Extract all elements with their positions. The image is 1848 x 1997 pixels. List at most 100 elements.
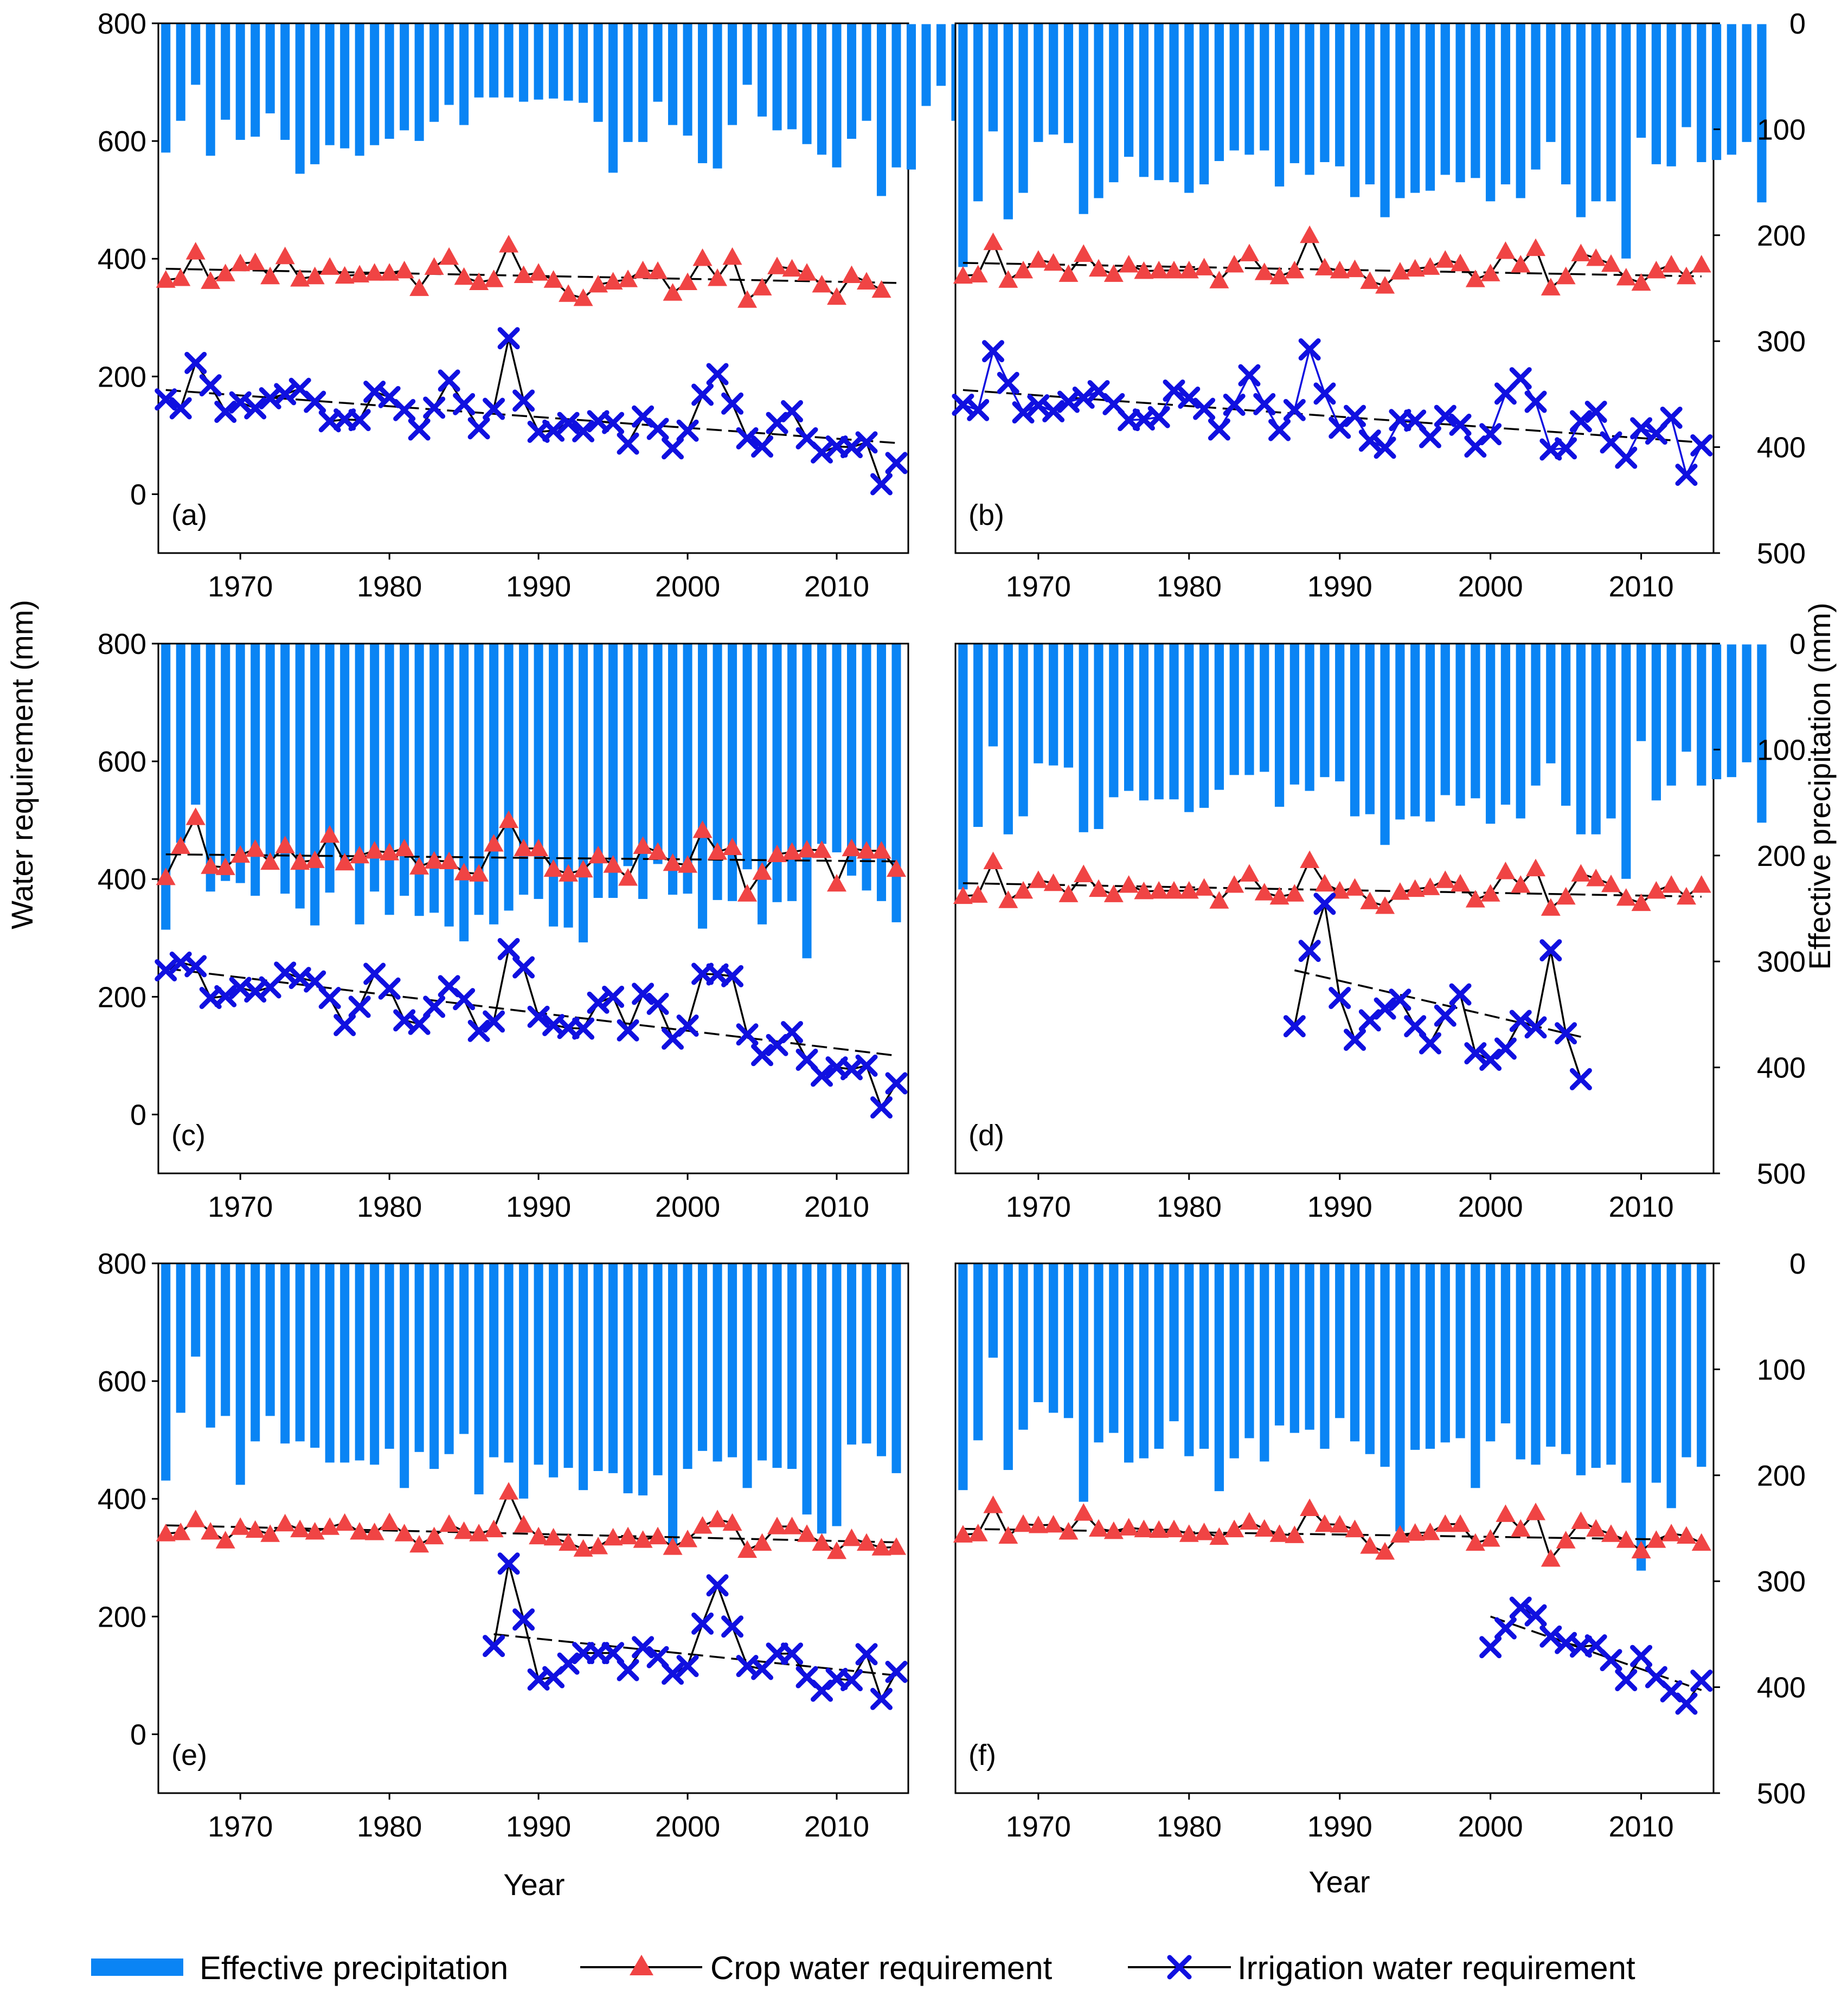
precip-bar	[1455, 644, 1465, 806]
precip-bar	[280, 644, 290, 894]
cwr-point	[1209, 1527, 1229, 1545]
cwr-point	[1420, 257, 1440, 275]
iwr-point	[1163, 379, 1185, 402]
precip-bar	[1621, 644, 1631, 879]
precip-bar	[1516, 644, 1525, 819]
iwr-point	[1434, 404, 1456, 427]
precip-bar	[1229, 644, 1239, 775]
cwr-point	[335, 1513, 355, 1531]
iwr-point	[1404, 1015, 1427, 1038]
iwr-point	[184, 351, 207, 374]
cwr-markers	[953, 850, 1711, 916]
cwr-point	[1119, 875, 1139, 893]
x-tick-label: 1970	[1006, 1191, 1071, 1223]
iwr-point-stroke-b	[1344, 1029, 1366, 1051]
precip-bar	[1576, 644, 1586, 834]
precip-bar	[1576, 1264, 1586, 1475]
iwr-point	[1313, 892, 1336, 915]
iwr-point-stroke-b	[378, 977, 401, 1000]
panel-d: (d) 1970 1980 1990 2000 2010 0 100 200 300 400 500	[953, 628, 1806, 1223]
iwr-point	[1313, 382, 1336, 405]
iwr-point	[1494, 1037, 1517, 1060]
precip-bar	[355, 1264, 364, 1461]
cwr-point	[1676, 266, 1696, 285]
cwr-point	[1556, 887, 1576, 905]
iwr-point-stroke-b	[304, 970, 326, 993]
precip-bar	[340, 644, 350, 864]
precip-bar	[1289, 24, 1299, 163]
cwr-markers	[953, 1495, 1711, 1567]
iwr-point	[1268, 419, 1291, 441]
precip-bar	[1350, 24, 1360, 197]
cwr-point	[305, 1522, 325, 1540]
iwr-point-stroke-b	[1494, 1037, 1517, 1060]
iwr-point	[751, 435, 774, 458]
precip-bar	[728, 24, 737, 125]
x-axis-title-right: Year	[1308, 1865, 1370, 1899]
x-tick-label: 2010	[804, 1191, 869, 1223]
precip-bar	[1034, 1264, 1043, 1402]
iwr-point	[855, 1643, 878, 1666]
right-axis: 0 100 200 300 400 500	[1714, 628, 1806, 1190]
precip-bar	[1486, 24, 1496, 202]
cwr-point	[1646, 260, 1666, 279]
iwr-point-stroke-b	[632, 1636, 655, 1659]
iwr-point	[483, 1635, 505, 1658]
iwr-markers	[1283, 892, 1592, 1090]
iwr-point-stroke-b	[602, 985, 625, 1008]
precip-bar	[787, 1264, 797, 1469]
cwr-point	[305, 850, 325, 868]
x-axis: 1970 1980 1990 2000 2010	[208, 1173, 869, 1223]
iwr-point-stroke-b	[483, 1010, 505, 1033]
precip-bar	[1395, 644, 1405, 820]
iwr-point-stroke-b	[1555, 1022, 1577, 1045]
iwr-point-stroke-b	[981, 340, 1004, 363]
cwr-point	[245, 1520, 265, 1538]
precip-bar	[355, 24, 364, 156]
precip-bar	[1682, 24, 1691, 127]
cwr-point	[1300, 1498, 1320, 1516]
precip-bar	[623, 644, 633, 866]
precip-bar	[1320, 24, 1330, 162]
iwr-point-stroke-b	[1298, 338, 1321, 361]
y2-tick-label: 300	[1757, 946, 1806, 978]
iwr-point-stroke-b	[1539, 939, 1562, 962]
y-tick-label: 800	[98, 1248, 146, 1280]
precip-bar	[1199, 644, 1209, 808]
iwr-point-stroke-b	[1660, 1680, 1683, 1703]
cwr-point	[1405, 259, 1425, 277]
cwr-point	[1435, 1514, 1455, 1532]
iwr-point-stroke-b	[1630, 1645, 1653, 1667]
iwr-point-stroke-b	[646, 418, 669, 440]
precip-bar	[1229, 1264, 1239, 1459]
iwr-point-stroke-b	[885, 1660, 908, 1683]
precip-bar	[1471, 1264, 1480, 1488]
iwr-point	[1042, 400, 1065, 422]
y2-tick-label: 200	[1757, 220, 1806, 252]
cwr-point	[1179, 881, 1199, 899]
legend-iwr-cross-stroke-b	[1167, 1955, 1192, 1980]
x-tick-label: 1970	[208, 1191, 273, 1223]
precip-bar	[519, 644, 529, 895]
iwr-point-stroke-b	[885, 1072, 908, 1095]
precip-bar	[235, 644, 245, 883]
precip-bar	[400, 1264, 409, 1488]
precip-bar	[698, 24, 708, 163]
precip-bar	[1034, 24, 1043, 142]
x-tick-label: 1980	[1157, 1810, 1222, 1843]
cwr-point	[1465, 890, 1485, 908]
precip-bar	[1455, 1264, 1465, 1439]
iwr-point	[617, 1659, 639, 1681]
iwr-point-stroke-b	[453, 393, 476, 415]
cwr-point	[1646, 1530, 1666, 1548]
precip-bar	[862, 1264, 871, 1444]
precip-bar	[1199, 1264, 1209, 1449]
x-axis: 1970 1980 1990 2000 2010	[1006, 1793, 1674, 1843]
x-tick-label: 1990	[1307, 570, 1372, 603]
y2-tick-label: 100	[1757, 113, 1806, 146]
precip-bar	[1697, 1264, 1706, 1467]
iwr-point-stroke-b	[1569, 1635, 1592, 1658]
iwr-point	[1524, 1604, 1547, 1627]
iwr-point-stroke-b	[1057, 390, 1080, 413]
iwr-point-stroke-b	[721, 965, 744, 987]
